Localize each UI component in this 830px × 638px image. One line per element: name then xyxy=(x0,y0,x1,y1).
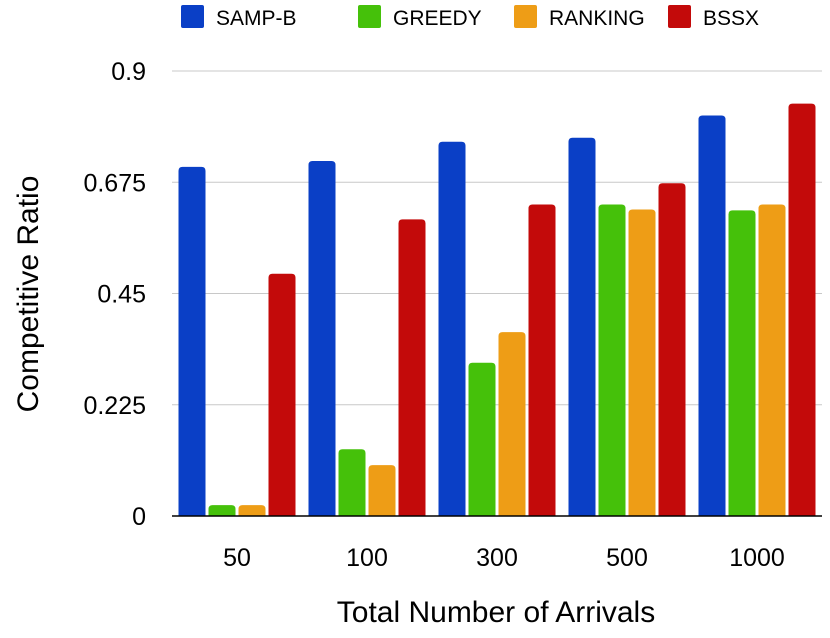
x-tick-label: 1000 xyxy=(729,544,785,572)
bars xyxy=(178,103,816,517)
bar-samp-b-300 xyxy=(438,141,466,516)
y-tick-label: 0.9 xyxy=(111,58,146,86)
bar-bssx-300 xyxy=(528,204,556,516)
bar-bssx-1000 xyxy=(788,103,816,516)
bar-ranking-100 xyxy=(368,465,396,516)
bar-samp-b-50 xyxy=(178,166,206,516)
bar-ranking-1000 xyxy=(758,204,786,516)
y-tick-label: 0.675 xyxy=(83,169,146,197)
legend-swatch-samp-b xyxy=(181,5,204,28)
legend-swatch-greedy xyxy=(358,5,381,28)
y-tick-label: 0.45 xyxy=(97,281,146,309)
bar-samp-b-500 xyxy=(568,137,596,516)
x-axis-ticks: 50 100 300 500 1000 xyxy=(223,544,785,572)
legend-label-samp-b: SAMP-B xyxy=(216,7,297,30)
x-tick-label: 50 xyxy=(223,544,251,572)
y-axis-ticks: 0 0.225 0.45 0.675 0.9 xyxy=(83,58,146,531)
y-axis-title: Competitive Ratio xyxy=(12,176,45,413)
bar-greedy-300 xyxy=(468,362,496,516)
legend-label-bssx: BSSX xyxy=(703,7,759,30)
bar-ranking-50 xyxy=(238,505,266,516)
bar-bssx-50 xyxy=(268,273,296,516)
legend-label-ranking: RANKING xyxy=(549,7,645,30)
bar-greedy-500 xyxy=(598,204,626,516)
bar-ranking-300 xyxy=(498,332,526,516)
bar-samp-b-100 xyxy=(308,160,336,516)
legend: SAMP-B GREEDY RANKING BSSX xyxy=(181,5,759,30)
x-tick-label: 300 xyxy=(476,544,518,572)
legend-swatch-ranking xyxy=(514,5,537,28)
bar-ranking-500 xyxy=(628,209,656,516)
bar-samp-b-1000 xyxy=(698,115,726,516)
bar-greedy-1000 xyxy=(728,210,756,516)
y-tick-label: 0 xyxy=(132,503,146,531)
legend-label-greedy: GREEDY xyxy=(393,7,482,30)
bar-bssx-100 xyxy=(398,219,426,517)
legend-swatch-bssx xyxy=(668,5,691,28)
bar-greedy-100 xyxy=(338,449,366,516)
bar-bssx-500 xyxy=(658,183,686,516)
x-tick-label: 100 xyxy=(346,544,388,572)
x-tick-label: 500 xyxy=(606,544,648,572)
x-axis-title: Total Number of Arrivals xyxy=(337,596,655,629)
bar-greedy-50 xyxy=(208,505,236,516)
y-tick-label: 0.225 xyxy=(83,392,146,420)
